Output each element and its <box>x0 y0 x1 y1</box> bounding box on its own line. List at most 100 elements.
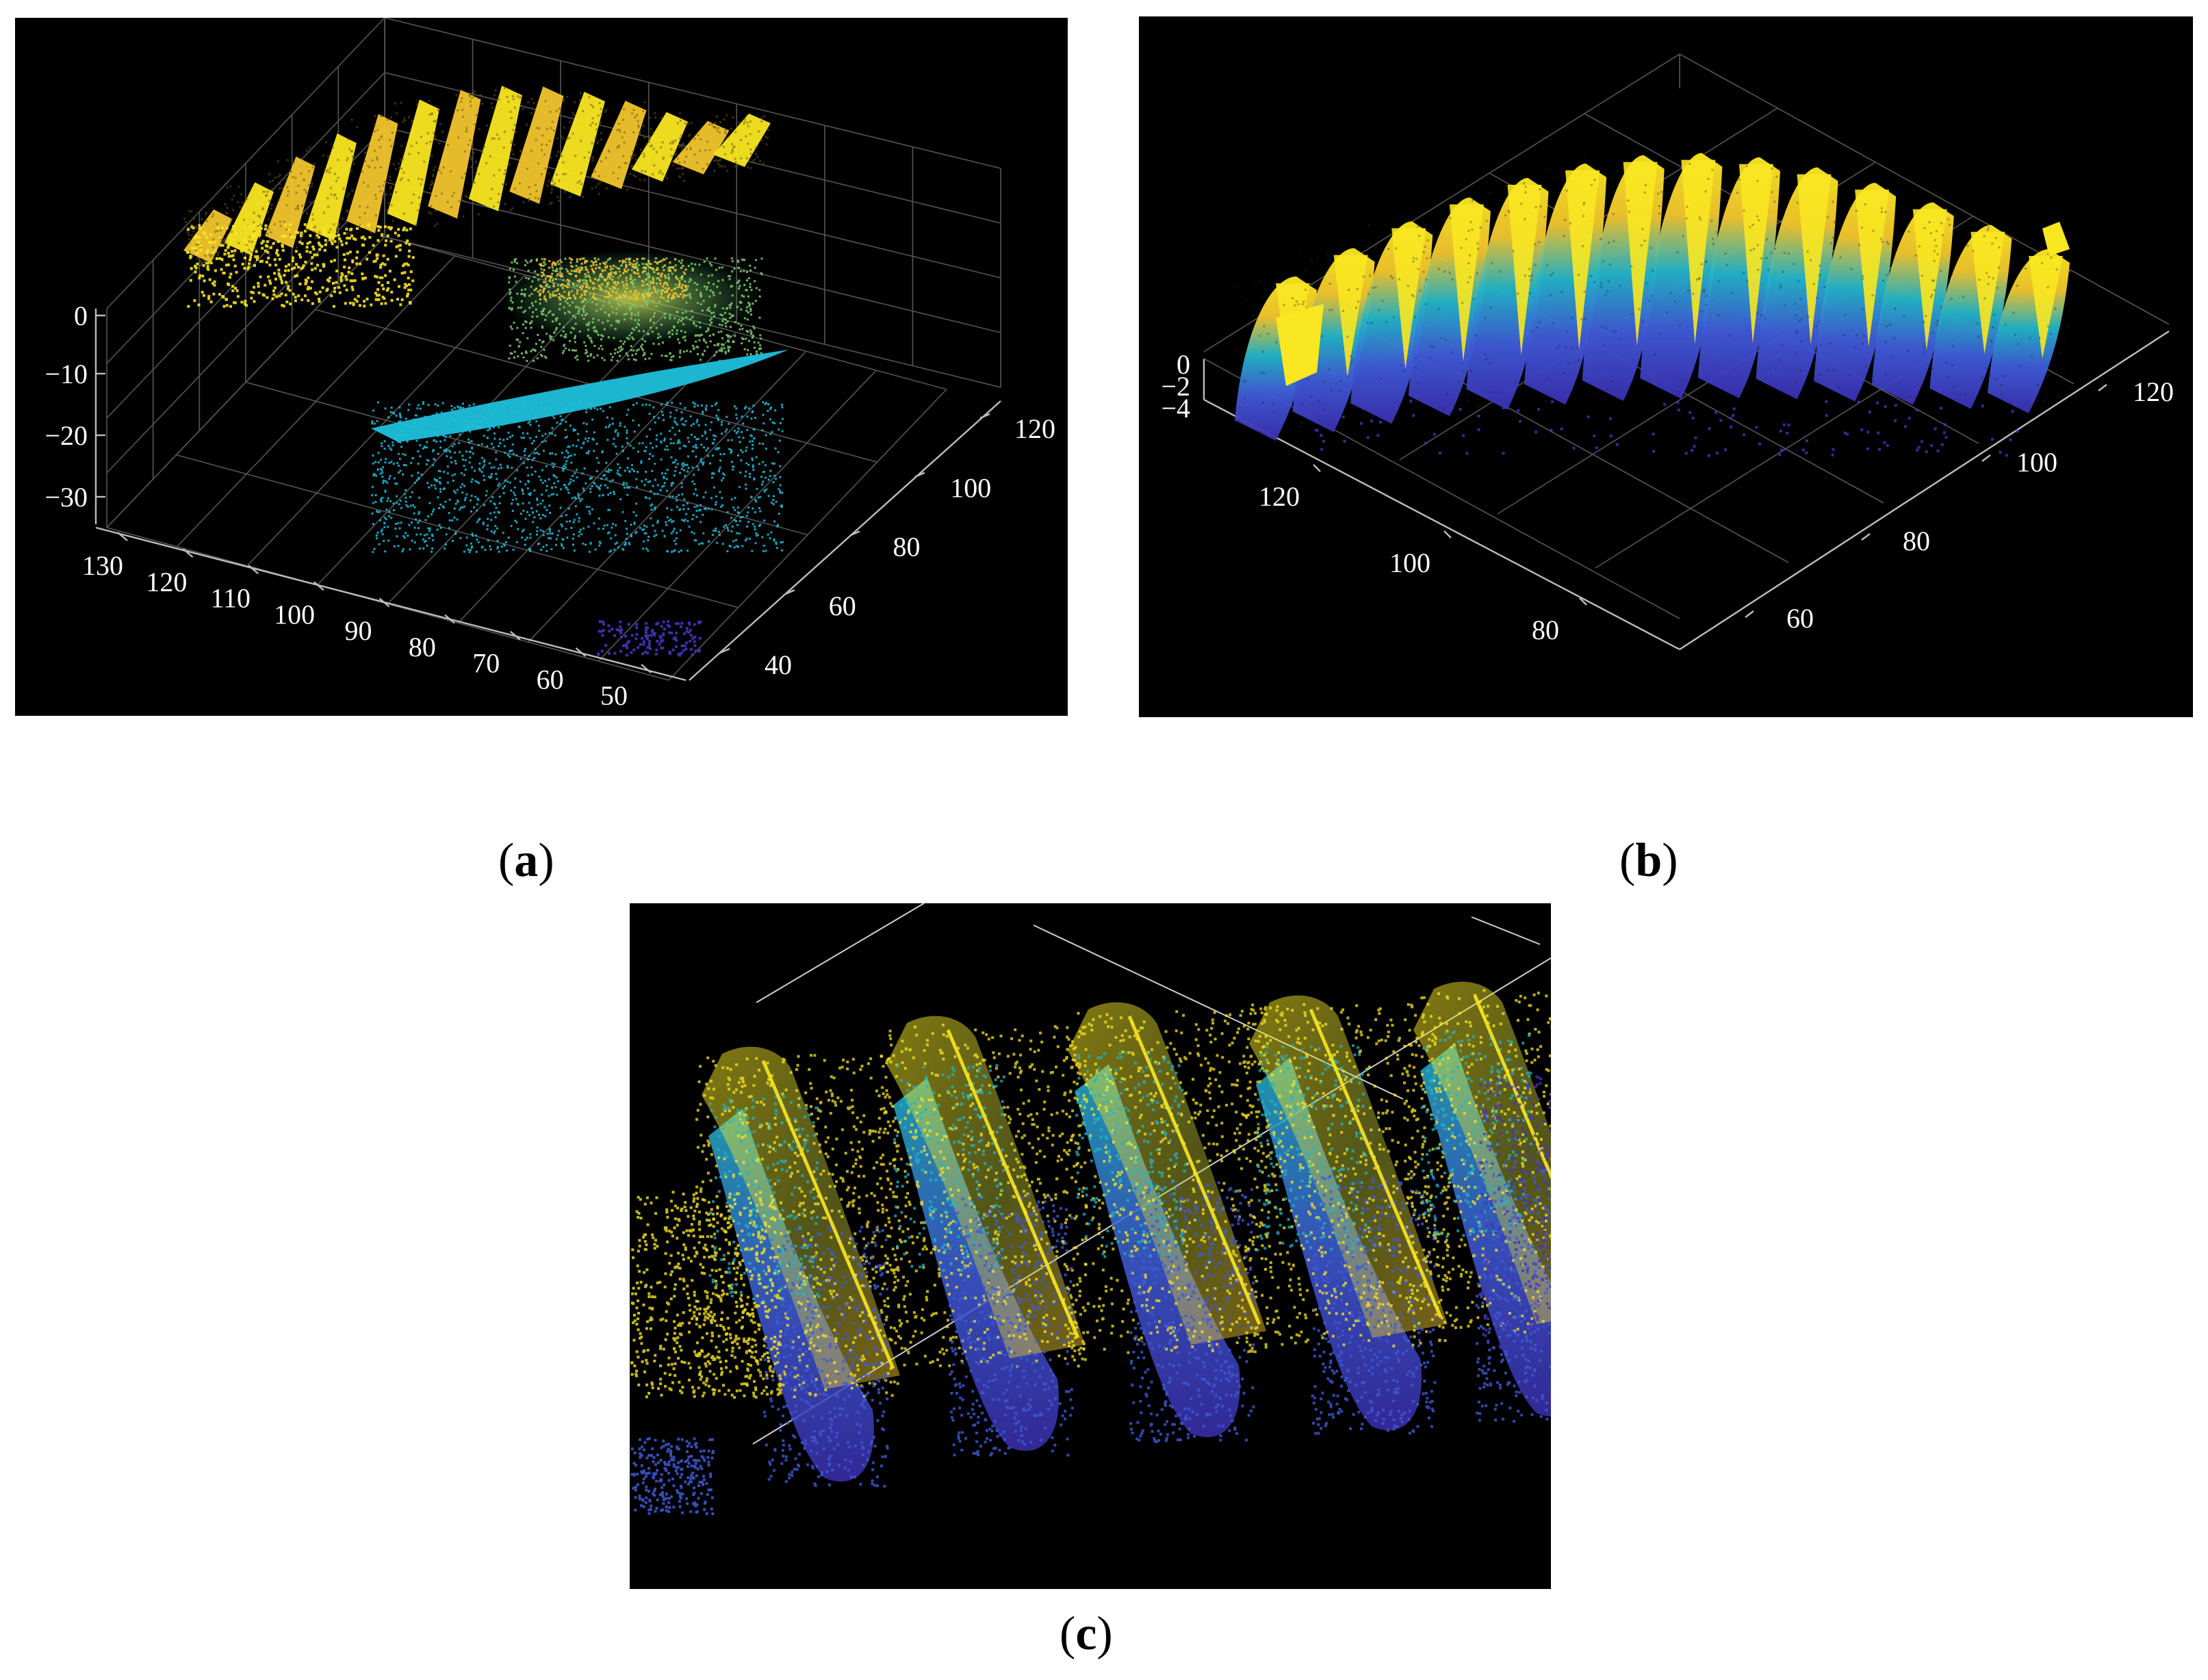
guide-line-c-3 <box>1471 916 1541 945</box>
thread-b-texture-10 <box>1814 187 1896 392</box>
guide-line-c-1 <box>756 903 925 1003</box>
x-tick-label-b: 80 <box>1532 615 1559 645</box>
caption-c-open: ( <box>1060 1607 1076 1660</box>
x-tick-mark-7 <box>575 647 587 657</box>
panel-a-point-cloud: 0 −10 −20 −30 130 120 110 100 90 80 70 60 50 40 60 80 10… <box>15 18 1068 716</box>
thread-b-crest-3 <box>1449 204 1484 362</box>
y-tick-label-b: 60 <box>1786 603 1814 634</box>
x-tick-mark-4 <box>378 597 390 608</box>
grid-line-back-wall-h-0 <box>106 18 1001 309</box>
x-tick-mark-1 <box>182 548 194 558</box>
threads-b <box>1235 153 2071 457</box>
y-tick-mark-b-3 <box>2098 384 2107 391</box>
thread-b-crest-6 <box>1623 161 1658 346</box>
thread-crest-a-texture-0 <box>183 209 231 263</box>
panel-b-points <box>1235 153 2071 457</box>
caption-c-close: ) <box>1096 1607 1113 1660</box>
y-axis <box>689 400 1001 681</box>
x-tick-label: 110 <box>210 583 251 614</box>
panel-a-axes <box>94 309 1001 682</box>
y-tick-label: 60 <box>829 591 856 621</box>
y-tick-label-b: 100 <box>2016 447 2057 478</box>
thread-b-crest-12 <box>1970 231 2005 354</box>
plane-points-a <box>371 350 788 554</box>
thread-crest-a-texture-13-dots <box>713 114 769 169</box>
z-tick-label: 0 <box>74 300 88 331</box>
tooth-c-crest-3 <box>1309 1009 1443 1318</box>
x-tick-label: 80 <box>409 632 436 662</box>
caption-b-open: ( <box>1619 834 1636 887</box>
x-tick-label: 130 <box>82 550 123 581</box>
grid-line-floor-y-1 <box>176 454 739 608</box>
tooth-c-1 <box>880 1016 1088 1457</box>
tooth-c-teal-dots-1-dots <box>893 1064 1005 1272</box>
tooth-c-yellow-dots-1-dots <box>880 1023 1088 1368</box>
tooth-c-right-edge <box>1478 1075 1551 1351</box>
tooth-c-face-3 <box>1249 995 1448 1338</box>
thread-b-texture-3-dots <box>1409 203 1490 410</box>
thread-b-crest-2 <box>1391 228 1426 370</box>
thread-b-crest-9 <box>1797 174 1832 345</box>
x-tick-mark-3 <box>313 581 324 591</box>
z-tick-label: −20 <box>44 420 88 451</box>
x-tick-label: 60 <box>537 664 564 695</box>
scattered-cluster-glow <box>501 250 761 346</box>
thread-crest-a-texture-2-dots <box>265 159 314 250</box>
outliers-a-dots <box>597 620 702 657</box>
tooth-c-0 <box>695 1046 903 1488</box>
x-tick-label: 90 <box>345 615 372 646</box>
tooth-c-2 <box>1062 1002 1269 1443</box>
tooth-c-crest-0 <box>761 1060 895 1369</box>
scattered-cluster-a <box>501 250 763 362</box>
y-axis-b <box>1679 330 2170 651</box>
x-tick-mark-8 <box>641 664 652 673</box>
y-tick-mark-3 <box>914 471 925 478</box>
caption-c-letter: c <box>1075 1607 1097 1660</box>
thread-b-crest-13 <box>2029 256 2063 359</box>
x-tick-mark-0 <box>117 532 128 541</box>
tooth-c-teal-dots-1 <box>893 1064 1005 1272</box>
thread-crest-a-1 <box>224 182 274 256</box>
thread-b-right-end <box>2042 222 2070 256</box>
thread-crests-a <box>183 86 771 263</box>
tooth-c-3 <box>1242 995 1450 1435</box>
thread-crest-a-texture-8 <box>509 96 561 205</box>
tooth-c-face-2 <box>1068 1002 1266 1345</box>
tooth-c-teal-dots-0 <box>708 1095 821 1303</box>
thread-crest-a-texture-8-dots <box>509 96 561 205</box>
scattered-cluster-a-green-dots <box>508 257 763 362</box>
tooth-c-teal-dots-2-dots <box>1075 1051 1187 1258</box>
thread-crest-a-texture-0-dots <box>183 209 231 263</box>
panel-c-point-cloud <box>630 903 1551 1589</box>
thread-crest-a-texture-13 <box>713 114 769 169</box>
y-tick-mark-b-2 <box>1981 454 1991 462</box>
caption-b-letter: b <box>1635 834 1663 887</box>
x-tick-mark-5 <box>444 614 455 624</box>
caption-a: (a) <box>498 833 554 888</box>
y-tick-mark-2 <box>849 530 860 537</box>
thread-crest-a-texture-7-dots <box>468 87 519 211</box>
grid-line-back-wall-h-1 <box>106 72 1001 364</box>
caption-a-close: ) <box>538 834 554 887</box>
thread-crest-a-4 <box>346 114 398 233</box>
thread-crest-a-7 <box>468 86 522 211</box>
x-tick-mark-2 <box>248 565 259 575</box>
x-tick-label-b: 120 <box>1259 481 1300 512</box>
y-tick-label-b: 120 <box>2133 376 2174 407</box>
tooth-c-left-partial-dots <box>630 1191 783 1399</box>
thread-crest-a-texture-2 <box>265 159 314 250</box>
thread-crest-a-8 <box>509 86 564 204</box>
panel-c-plot <box>630 903 1551 1515</box>
plane-points-a-sparse-dots <box>371 401 784 554</box>
y-tick-label: 100 <box>950 472 991 503</box>
thread-b-crest-8 <box>1738 164 1773 344</box>
x-tick-label-b: 100 <box>1389 547 1430 578</box>
x-tick-label: 50 <box>600 680 628 711</box>
z-tick-label: −10 <box>44 359 88 389</box>
plane-dense-band <box>371 350 788 442</box>
tooth-c-yellow-dots-3-dots <box>1242 1003 1450 1347</box>
thread-left-sparse-a <box>186 223 415 308</box>
x-tick-mark-6 <box>509 630 521 641</box>
thread-b-crest-5 <box>1565 170 1600 350</box>
thread-crest-a-5 <box>387 99 439 227</box>
